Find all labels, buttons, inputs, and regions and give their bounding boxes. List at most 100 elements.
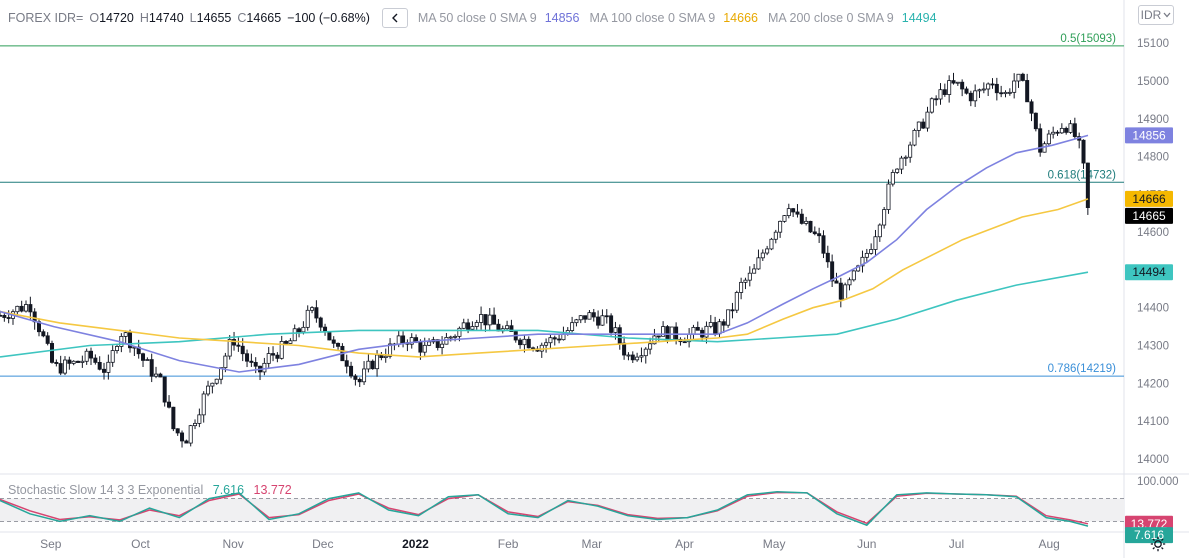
collapse-legend-button[interactable]	[381, 8, 408, 28]
candle-down	[817, 233, 822, 237]
last-badge-label: 14665	[1132, 209, 1166, 223]
candle-down	[401, 335, 406, 344]
candle-up	[626, 354, 631, 357]
close-value: 14665	[246, 11, 282, 25]
candle-up	[71, 360, 76, 364]
candle-up	[587, 312, 592, 320]
candle-up	[938, 89, 943, 100]
candle-down	[622, 342, 627, 356]
open-key: O	[89, 11, 100, 25]
candle-up	[734, 292, 739, 311]
candle-down	[795, 211, 800, 215]
candle-down	[1020, 73, 1025, 81]
candle-up	[639, 355, 644, 358]
candle-up	[457, 327, 462, 337]
close-key: C	[237, 11, 247, 25]
candle-up	[461, 322, 466, 329]
candle-down	[149, 359, 154, 377]
candle-down	[609, 315, 614, 333]
candle-up	[886, 183, 891, 210]
candle-down	[830, 261, 835, 282]
candle-down	[45, 335, 50, 344]
candle-up	[24, 304, 29, 312]
candle-up	[505, 325, 510, 330]
candle-down	[960, 81, 965, 90]
candle-down	[682, 341, 687, 344]
candle-up	[305, 309, 310, 328]
candle-down	[141, 353, 146, 361]
candle-up	[1068, 123, 1073, 133]
candle-down	[418, 341, 423, 353]
candle-down	[617, 327, 622, 344]
ma100-line	[0, 198, 1089, 358]
candle-down	[357, 379, 362, 383]
candle-down	[604, 315, 609, 318]
candle-down	[249, 360, 254, 363]
candle-up	[613, 327, 618, 333]
candle-down	[245, 353, 250, 362]
stochastic-k-badge-label: 7.616	[1134, 528, 1164, 542]
candle-up	[600, 315, 605, 326]
currency-label: IDR	[1140, 8, 1162, 22]
ma50-badge	[1125, 127, 1173, 144]
candle-down	[591, 312, 596, 318]
candle-down	[921, 121, 926, 129]
candle-up	[301, 326, 306, 333]
candle-down	[509, 325, 514, 332]
candle-up	[210, 382, 215, 387]
candle-up	[929, 98, 934, 113]
candle-down	[175, 428, 180, 434]
candle-up	[869, 249, 874, 254]
time-tick-label: Nov	[222, 537, 244, 551]
candle-up	[223, 355, 228, 369]
candle-up	[708, 322, 713, 327]
candle-down	[721, 321, 726, 326]
candle-up	[288, 340, 293, 344]
candle-down	[552, 337, 557, 340]
price-tick-label: 14200	[1137, 378, 1169, 390]
candle-down	[1085, 162, 1090, 208]
candle-down	[2, 315, 7, 318]
ma200-badge-label: 14494	[1132, 265, 1166, 279]
candle-up	[864, 252, 869, 258]
candle-down	[968, 92, 973, 102]
candle-up	[769, 238, 774, 250]
candle-up	[188, 425, 193, 444]
candle-down	[336, 342, 341, 347]
candle-up	[747, 272, 752, 281]
time-tick-label: Mar	[581, 537, 603, 551]
price-tick-label: 15100	[1137, 38, 1169, 50]
candle-up	[717, 321, 722, 335]
candle-down	[128, 332, 133, 349]
candle-down	[162, 376, 167, 403]
candle-down	[596, 316, 601, 326]
candle-up	[440, 343, 445, 348]
candle-up	[661, 326, 666, 337]
candle-up	[578, 315, 583, 321]
candle-down	[695, 326, 700, 331]
candle-down	[942, 89, 947, 95]
ma200-line	[0, 271, 1089, 358]
candle-down	[318, 317, 323, 328]
symbol-label: FOREX IDR=	[8, 11, 84, 25]
candle-up	[574, 319, 579, 324]
ma50-value: 14856	[544, 11, 580, 25]
stochastic-d-value: 13.772	[253, 483, 292, 497]
fib-label-0.618: 0.618(14732)	[1048, 169, 1117, 181]
currency-selector[interactable]: IDR	[1138, 5, 1174, 25]
price-tick-label: 14100	[1137, 416, 1169, 428]
candle-up	[786, 208, 791, 217]
change-value: −100 (−0.68%)	[287, 11, 370, 25]
candle-up	[1042, 143, 1047, 153]
candle-up	[453, 335, 458, 338]
price-tick-label: 14600	[1137, 227, 1169, 239]
candle-up	[115, 346, 120, 351]
candle-up	[110, 350, 115, 363]
candle-up	[977, 89, 982, 92]
candle-up	[522, 338, 527, 346]
candle-down	[934, 98, 939, 101]
candle-up	[219, 367, 224, 380]
chart-settings-button[interactable]	[1149, 535, 1167, 553]
